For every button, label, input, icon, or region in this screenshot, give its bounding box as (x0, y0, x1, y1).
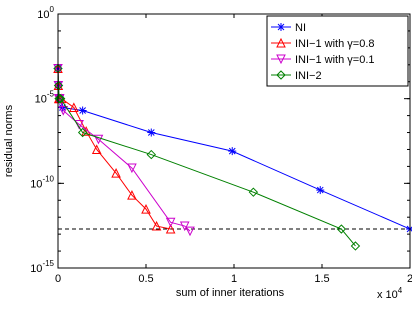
legend-marker (277, 23, 285, 31)
y-axis-label: residual norms (3, 104, 15, 177)
data-point (350, 241, 361, 251)
data-point (127, 163, 137, 174)
data-point (228, 147, 237, 156)
legend-label: INI−1 with γ=0.1 (295, 54, 375, 66)
data-point (316, 186, 325, 195)
legend-marker (276, 70, 286, 80)
data-point (165, 223, 176, 234)
series-0 (54, 64, 412, 234)
data-point (78, 106, 87, 115)
y-tick-label: 10-5 (35, 90, 55, 106)
legend: NI INI−1 with γ=0.8 INI−1 with γ=0.1 INI−2 (266, 15, 409, 87)
data-point (248, 187, 259, 197)
plot-frame (57, 13, 411, 269)
legend-box (266, 15, 409, 87)
x-multiplier-exponent: 4 (398, 286, 403, 295)
y-tick-label: 100 (37, 5, 54, 21)
legend-label: INI−2 (295, 70, 322, 82)
data-point (151, 220, 162, 231)
data-point (165, 217, 176, 228)
data-point (111, 168, 121, 178)
series-3 (53, 63, 361, 251)
series-line (57, 68, 171, 230)
series-line (57, 68, 191, 232)
data-point (91, 144, 102, 154)
data-point (141, 204, 151, 214)
data-point (147, 128, 156, 137)
data-point (336, 224, 347, 234)
x-tick-label: 1.5 (314, 273, 329, 285)
data-point (185, 226, 195, 237)
x-tick-label: 0.5 (138, 273, 153, 285)
legend-marker (276, 54, 286, 65)
data-point (179, 221, 190, 232)
data-point (58, 106, 69, 116)
x-multiplier-base: x 10 (377, 289, 398, 301)
legend-marker (276, 37, 286, 48)
data-point (69, 102, 79, 113)
data-point (77, 127, 88, 138)
data-point (93, 134, 104, 145)
legend-label: INI−1 with γ=0.8 (295, 38, 375, 50)
data-point (146, 149, 156, 160)
y-tick-label: 10-15 (30, 259, 54, 275)
data-point (406, 225, 412, 234)
y-tick-label: 10-10 (30, 174, 54, 190)
x-tick-label: 1 (231, 273, 237, 285)
series-1 (53, 63, 176, 234)
x-axis-multiplier: x 104 (377, 286, 403, 301)
x-axis-label: sum of inner iterations (176, 287, 285, 299)
data-point (127, 190, 137, 200)
x-tick-label: 2 (407, 273, 412, 285)
legend-label: NI (295, 22, 306, 34)
x-tick-label: 0 (55, 273, 61, 285)
series-2 (53, 64, 195, 237)
data-point (53, 80, 64, 91)
